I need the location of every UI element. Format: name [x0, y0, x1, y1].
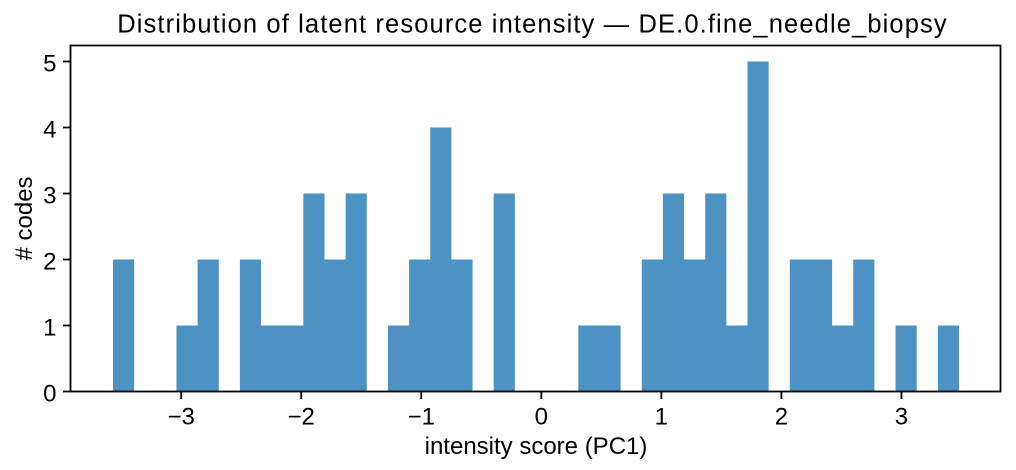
svg-text:0: 0 [535, 404, 548, 431]
svg-text:−3: −3 [167, 404, 194, 431]
svg-text:0: 0 [43, 380, 56, 407]
svg-text:Distribution of latent resourc: Distribution of latent resource intensit… [117, 11, 948, 39]
svg-text:# codes: # codes [11, 176, 38, 260]
svg-text:4: 4 [43, 116, 56, 143]
svg-text:−2: −2 [288, 404, 315, 431]
svg-text:−1: −1 [408, 404, 435, 431]
svg-text:3: 3 [43, 182, 56, 209]
svg-text:2: 2 [43, 248, 56, 275]
svg-text:1: 1 [655, 404, 668, 431]
svg-text:2: 2 [775, 404, 788, 431]
svg-text:intensity score (PC1): intensity score (PC1) [425, 433, 648, 460]
svg-text:5: 5 [43, 50, 56, 77]
svg-text:3: 3 [895, 404, 908, 431]
svg-text:1: 1 [43, 314, 56, 341]
